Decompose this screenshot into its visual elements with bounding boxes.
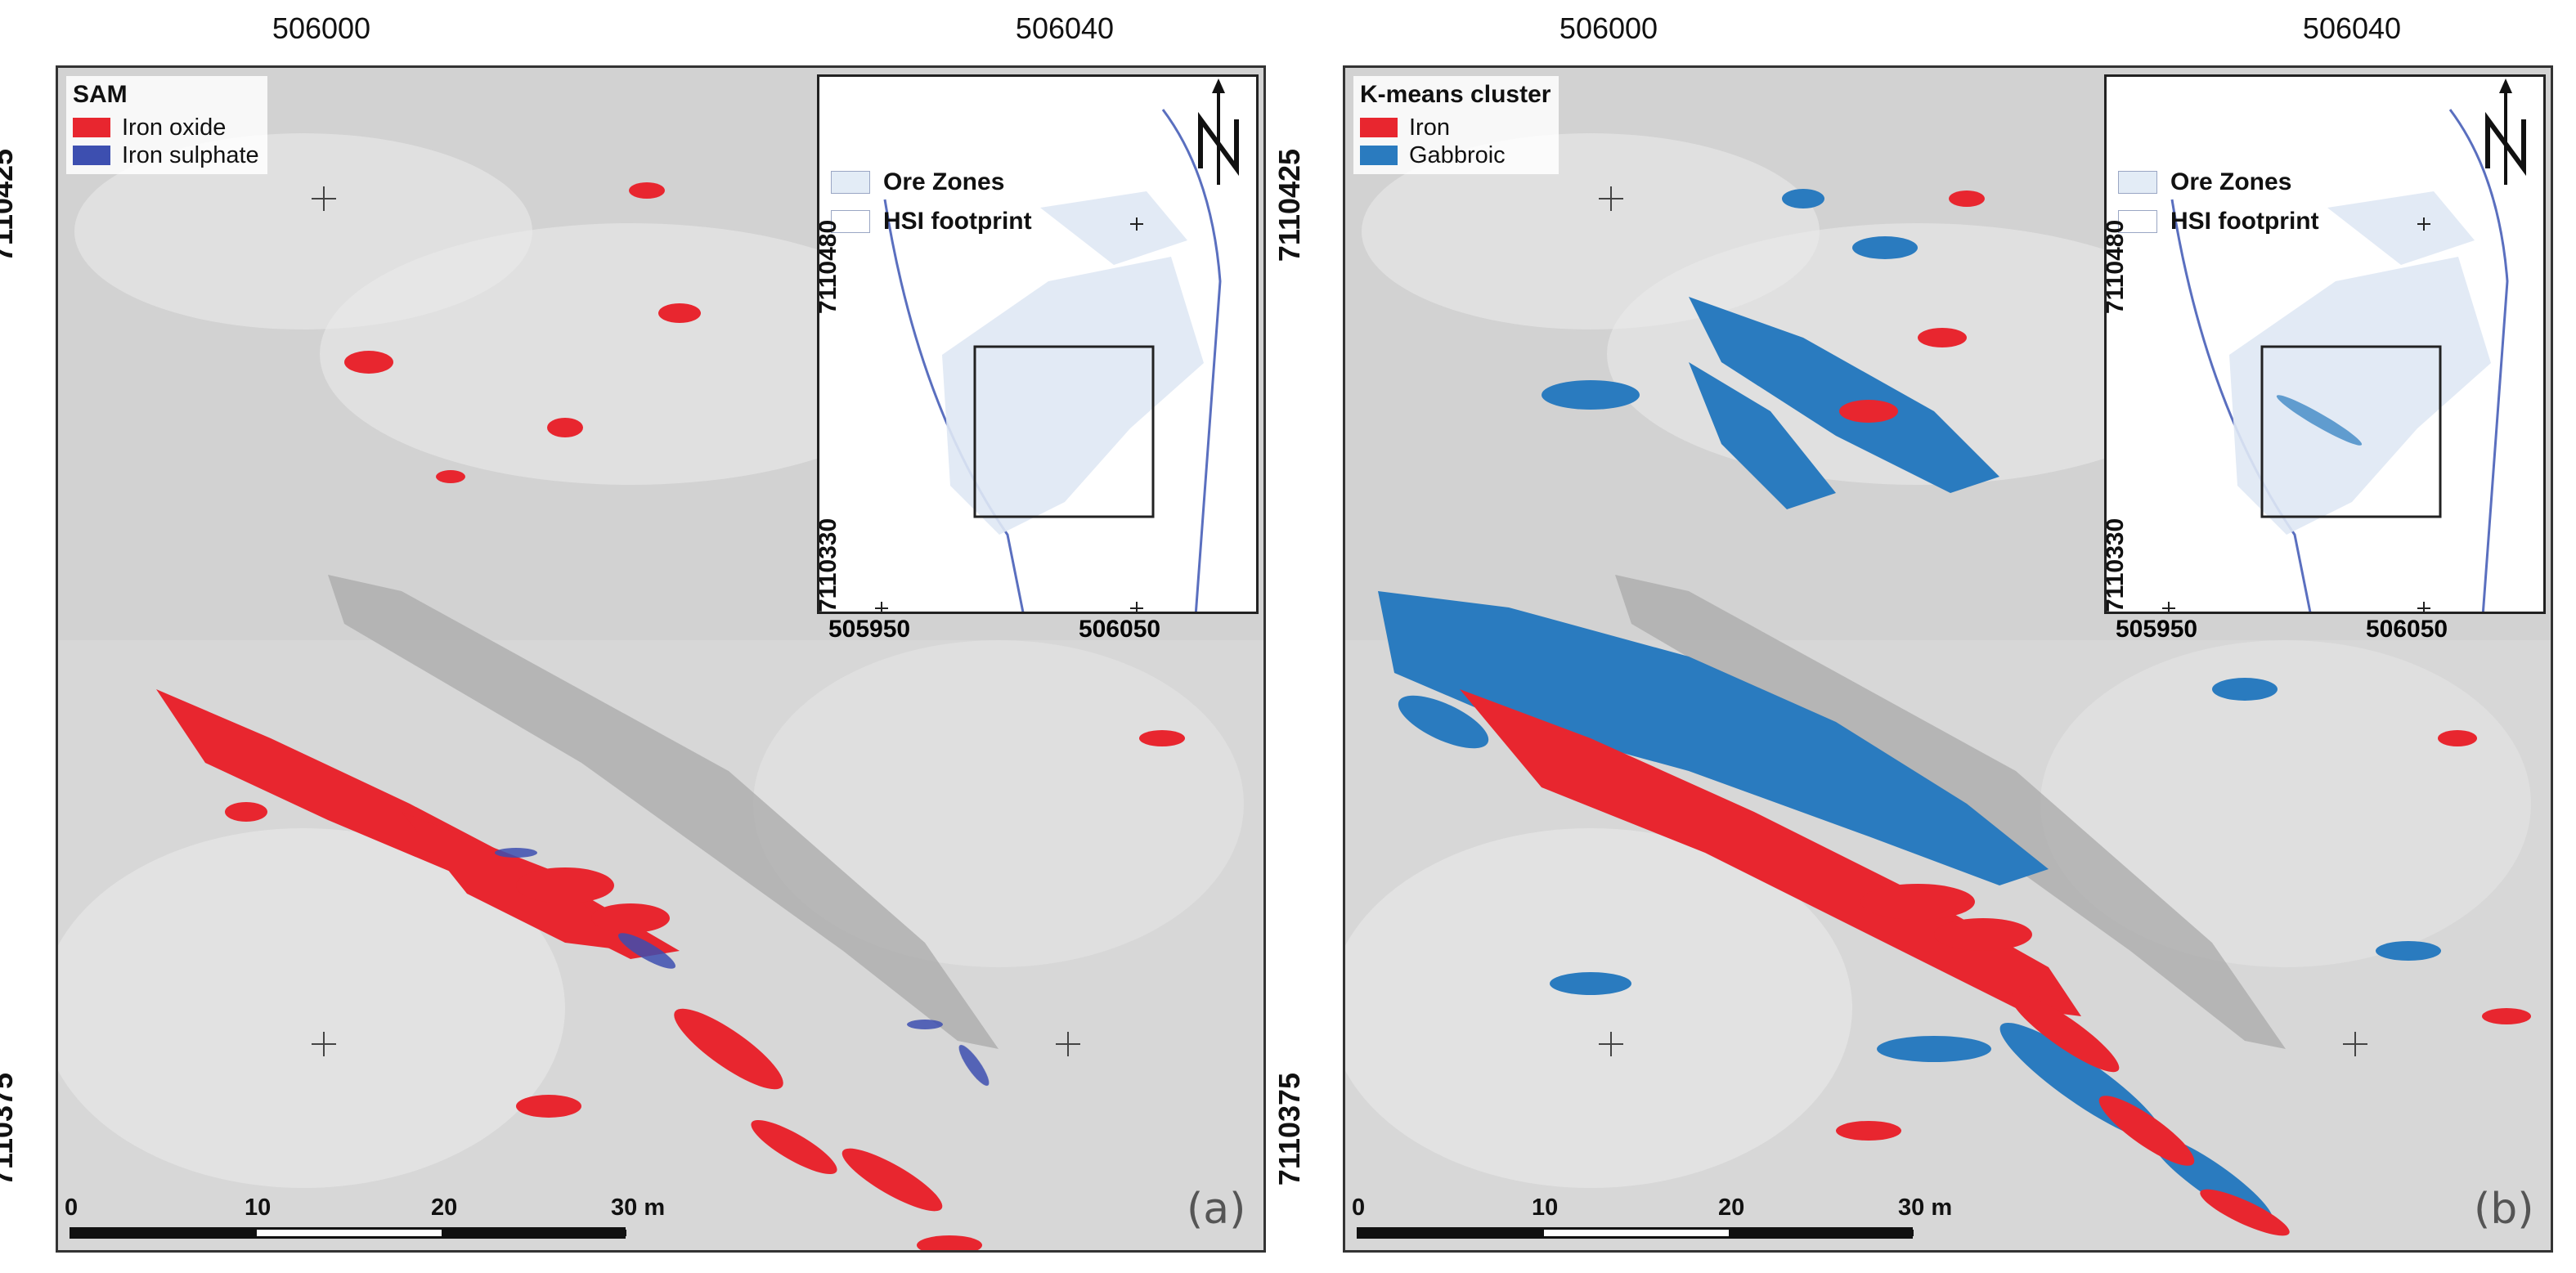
grid-crosses [1599,186,2367,1056]
iron-overlay [1460,191,2531,1236]
map-frame: K-means cluster Iron Gabbroic [1343,65,2553,1253]
easting-label: 506040 [1015,11,1115,45]
inset-legend-item: Ore Zones [2118,168,2291,196]
inset-easting-label: 506050 [2366,616,2448,643]
scale-label: 10 [245,1195,272,1221]
inset-easting-label: 505950 [828,616,911,643]
legend-swatch [1360,146,1398,165]
legend-label: Iron sulphate [122,141,259,168]
locator-inset: Ore Zones HSI footprint 7110480 7110330 [2104,74,2546,614]
easting-label: 506040 [2302,11,2402,45]
inset-map [875,109,1222,612]
northing-label: 7110425 [0,148,20,262]
legend-swatch [73,146,110,165]
northing-label: 7110375 [0,1072,20,1186]
easting-label: 506000 [1559,11,1658,45]
legend: K-means cluster Iron Gabbroic [1353,76,1560,174]
inset-legend-label: HSI footprint [883,208,1032,235]
inset-legend-item: HSI footprint [2118,208,2319,235]
scale-label: 10 [1532,1195,1559,1221]
map-frame: SAM Iron oxide Iron sulphate [56,65,1266,1253]
inset-northing-label: 7110330 [2104,518,2129,612]
scale-label: 30 m [1898,1195,1953,1221]
inset-easting-label: 506050 [1079,616,1161,643]
northing-label: 7110375 [1272,1072,1307,1186]
scale-label: 0 [1352,1195,1366,1221]
inset-legend-swatch [831,210,870,233]
inset-northing-label: 7110480 [2104,219,2129,314]
inset-legend-label: Ore Zones [2170,168,2292,195]
legend: SAM Iron oxide Iron sulphate [66,76,267,174]
inset-easting-label: 505950 [2116,616,2198,643]
scale-label: 20 [431,1195,458,1221]
north-arrow-icon [1198,78,1239,185]
iron-oxide-overlay [156,182,1185,1250]
legend-item: Iron sulphate [73,141,259,169]
inset-legend-swatch [2118,210,2157,233]
grid-crosses [312,186,1080,1056]
legend-swatch [1360,118,1398,137]
legend-item: Iron [1360,114,1551,141]
gabbroic-overlay [1378,189,2441,1225]
inset-legend-label: Ore Zones [883,168,1005,195]
legend-item: Gabbroic [1360,141,1551,169]
panel-label: (a) [1187,1185,1246,1234]
panel-label: (b) [2474,1185,2534,1234]
scale-label: 0 [65,1195,79,1221]
inset-legend-item: Ore Zones [831,168,1004,196]
scale-label: 20 [1718,1195,1745,1221]
locator-inset: Ore Zones HSI footprint 7110480 7110330 [817,74,1259,614]
legend-label: Gabbroic [1409,141,1506,168]
scale-label: 30 m [611,1195,666,1221]
easting-label: 506000 [272,11,371,45]
inset-northing-label: 7110330 [817,518,841,612]
inset-legend-swatch [831,171,870,194]
legend-title: SAM [73,81,128,108]
legend-swatch [73,118,110,137]
legend-label: Iron [1409,114,1450,141]
northing-label: 7110425 [1272,148,1307,262]
inset-northing-label: 7110480 [817,219,841,314]
inset-legend-swatch [2118,171,2157,194]
iron-sulphate-overlay [495,848,990,1086]
inset-legend-item: HSI footprint [831,208,1032,235]
north-arrow-icon [2485,78,2526,185]
legend-title: K-means cluster [1360,81,1551,108]
legend-item: Iron oxide [73,114,259,141]
legend-label: Iron oxide [122,114,227,141]
inset-map [2162,109,2509,612]
inset-legend-label: HSI footprint [2170,208,2319,235]
